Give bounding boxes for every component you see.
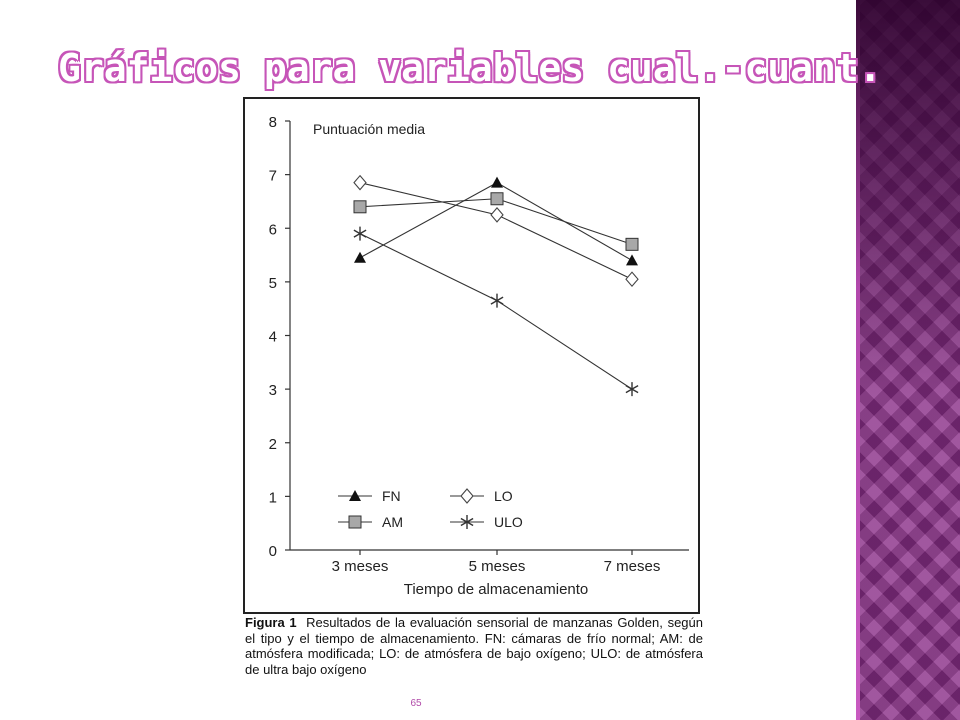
point-lo (353, 174, 367, 191)
legend-label: AM (382, 514, 403, 530)
point-am (353, 200, 367, 214)
legend-marker-fn (349, 490, 361, 501)
point-am (490, 192, 504, 206)
x-tick-label: 3 meses (332, 558, 389, 575)
y-tick-label: 7 (269, 168, 277, 185)
point-ulo (490, 293, 504, 308)
legend-marker-am (348, 515, 362, 529)
legend-label: FN (382, 488, 401, 504)
y-tick-label: 8 (269, 114, 277, 131)
page-number: 65 (410, 698, 422, 709)
y-tick-label: 5 (269, 275, 277, 292)
point-lo (490, 206, 504, 223)
y-tick-label: 0 (269, 543, 277, 560)
y-tick-label: 4 (269, 329, 277, 346)
line-chart: 0 1 2 3 4 5 6 7 8 3 meses 5 meses 7 meses Puntuación… (269, 114, 689, 598)
y-tick-label: 2 (269, 436, 277, 453)
point-fn (491, 176, 503, 188)
legend-marker-lo (460, 488, 474, 504)
legend-marker-ulo (460, 515, 474, 529)
slide-title: Gráficos para variables cual.-cuant. (58, 46, 882, 90)
x-tick-label: 7 meses (604, 558, 661, 575)
point-fn (354, 251, 366, 263)
figure-frame (243, 97, 700, 614)
x-axis-label: Tiempo de almacenamiento (404, 581, 589, 598)
x-tick-label: 5 meses (469, 558, 526, 575)
point-ulo (625, 382, 639, 397)
point-ulo (353, 226, 367, 241)
side-strip-edge (856, 0, 860, 720)
y-tick-label: 6 (269, 221, 277, 238)
y-tick-label: 3 (269, 382, 277, 399)
figure-caption: Figura 1 Resultados de la evaluación sen… (245, 615, 703, 677)
point-lo (625, 271, 639, 288)
caption-label: Figura 1 (245, 615, 297, 630)
legend-label: LO (494, 488, 513, 504)
y-tick-label: 1 (269, 489, 277, 506)
series-line-ulo (359, 233, 633, 390)
legend-label: ULO (494, 514, 523, 530)
decorative-side-strip (856, 0, 960, 720)
caption-text: Resultados de la evaluación sensorial de… (245, 615, 703, 677)
point-am (625, 237, 639, 251)
point-fn (626, 254, 638, 266)
y-axis-label: Puntuación media (313, 121, 425, 137)
